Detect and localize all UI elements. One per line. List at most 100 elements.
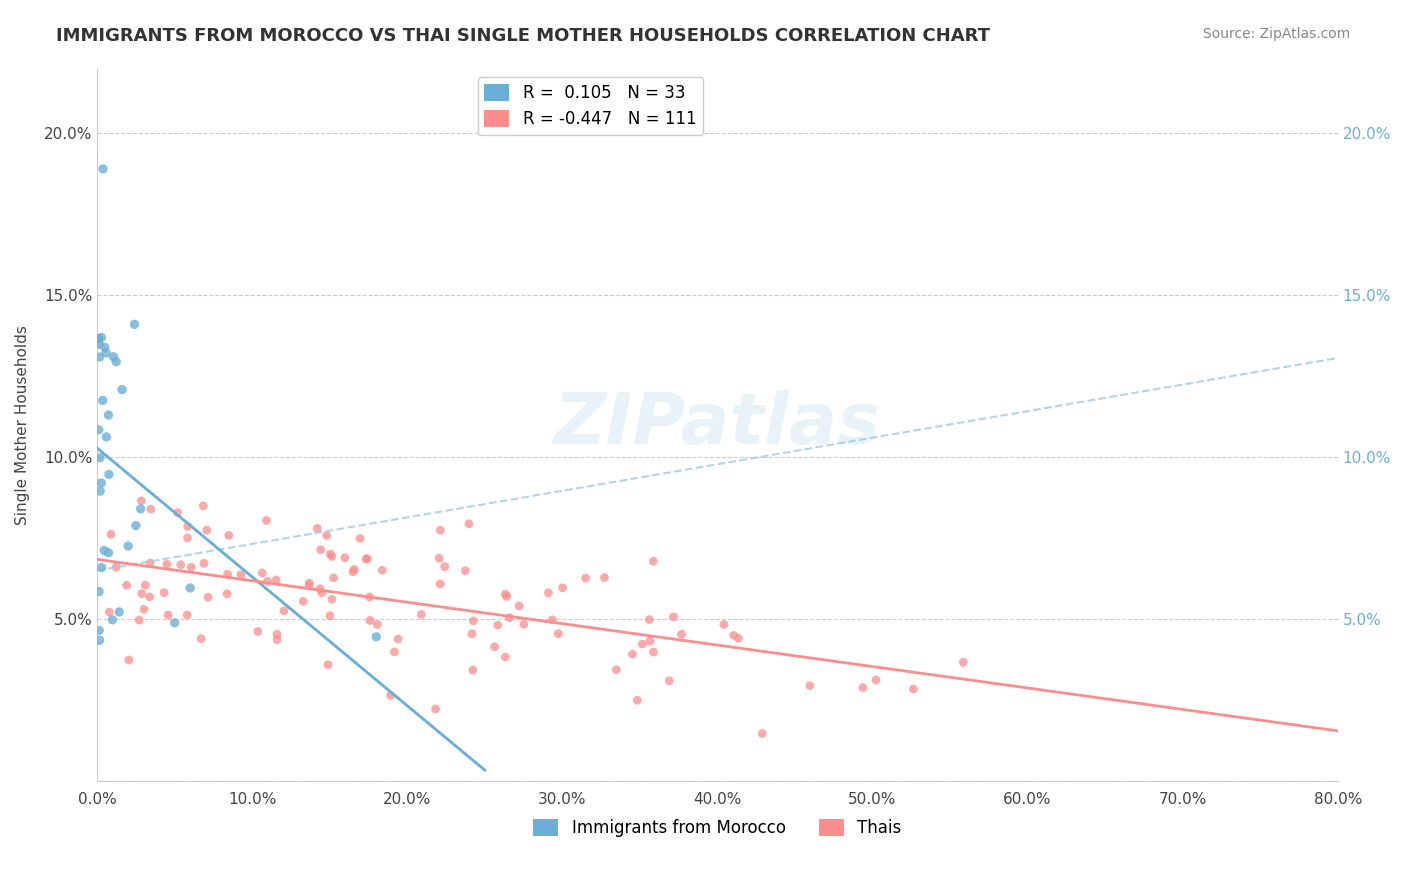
Point — [170, 558, 193, 572]
Point — [153, 585, 176, 599]
Point — [727, 632, 749, 646]
Point — [217, 587, 239, 601]
Point — [382, 645, 405, 659]
Point — [952, 655, 974, 669]
Point — [349, 532, 371, 546]
Point — [541, 613, 564, 627]
Point — [380, 689, 402, 703]
Point — [89, 337, 111, 351]
Point — [87, 332, 110, 346]
Point — [273, 604, 295, 618]
Point — [197, 591, 219, 605]
Point — [903, 681, 925, 696]
Point — [366, 630, 388, 644]
Point — [631, 637, 654, 651]
Point — [87, 423, 110, 437]
Legend: Immigrants from Morocco, Thais: Immigrants from Morocco, Thais — [527, 813, 908, 844]
Point — [547, 626, 569, 640]
Text: ZIPatlas: ZIPatlas — [554, 390, 882, 459]
Point — [319, 608, 342, 623]
Point — [100, 527, 122, 541]
Point — [98, 605, 121, 619]
Point — [315, 528, 337, 542]
Point — [429, 577, 451, 591]
Point — [319, 547, 342, 561]
Point — [495, 590, 517, 604]
Point — [343, 562, 366, 576]
Point — [139, 502, 162, 516]
Point — [91, 161, 114, 176]
Point — [105, 354, 128, 368]
Point — [163, 615, 186, 630]
Point — [124, 318, 146, 332]
Point — [454, 564, 477, 578]
Point — [322, 571, 344, 585]
Point — [494, 587, 516, 601]
Point — [658, 673, 681, 688]
Point — [723, 628, 745, 642]
Point — [508, 599, 530, 613]
Point — [97, 546, 120, 560]
Point — [799, 679, 821, 693]
Point — [551, 581, 574, 595]
Point — [321, 592, 343, 607]
Point — [461, 663, 484, 677]
Point — [621, 647, 644, 661]
Point — [865, 673, 887, 687]
Point — [97, 467, 120, 482]
Point — [180, 560, 202, 574]
Point — [117, 539, 139, 553]
Point — [89, 450, 111, 465]
Point — [256, 513, 278, 527]
Point — [111, 383, 134, 397]
Point — [179, 581, 201, 595]
Point — [359, 590, 381, 604]
Point — [89, 633, 111, 648]
Point — [176, 531, 198, 545]
Point — [307, 521, 329, 535]
Point — [751, 726, 773, 740]
Point — [129, 502, 152, 516]
Point — [411, 607, 433, 622]
Text: Source: ZipAtlas.com: Source: ZipAtlas.com — [1202, 27, 1350, 41]
Point — [125, 518, 148, 533]
Point — [190, 632, 212, 646]
Point — [643, 645, 665, 659]
Point — [105, 560, 128, 574]
Point — [266, 627, 288, 641]
Point — [333, 550, 356, 565]
Point — [193, 499, 215, 513]
Point — [108, 605, 131, 619]
Point — [484, 640, 506, 654]
Point — [229, 567, 252, 582]
Point — [128, 613, 150, 627]
Point — [461, 627, 484, 641]
Point — [195, 523, 218, 537]
Point — [177, 519, 200, 533]
Point — [139, 556, 162, 570]
Point — [638, 634, 661, 648]
Point — [309, 582, 332, 596]
Point — [217, 567, 239, 582]
Point — [118, 653, 141, 667]
Point — [138, 590, 160, 604]
Point — [89, 350, 111, 364]
Point — [93, 543, 115, 558]
Point — [575, 571, 598, 585]
Text: IMMIGRANTS FROM MOROCCO VS THAI SINGLE MOTHER HOUSEHOLDS CORRELATION CHART: IMMIGRANTS FROM MOROCCO VS THAI SINGLE M… — [56, 27, 990, 45]
Point — [252, 566, 274, 580]
Point — [264, 573, 287, 587]
Point — [97, 408, 120, 422]
Point — [713, 617, 735, 632]
Point — [134, 578, 156, 592]
Point — [93, 340, 115, 354]
Point — [354, 552, 377, 566]
Point — [662, 610, 685, 624]
Point — [292, 594, 315, 608]
Point — [89, 624, 111, 638]
Point — [131, 493, 153, 508]
Point — [266, 632, 288, 647]
Point — [115, 578, 138, 592]
Point — [131, 586, 153, 600]
Point — [366, 617, 388, 632]
